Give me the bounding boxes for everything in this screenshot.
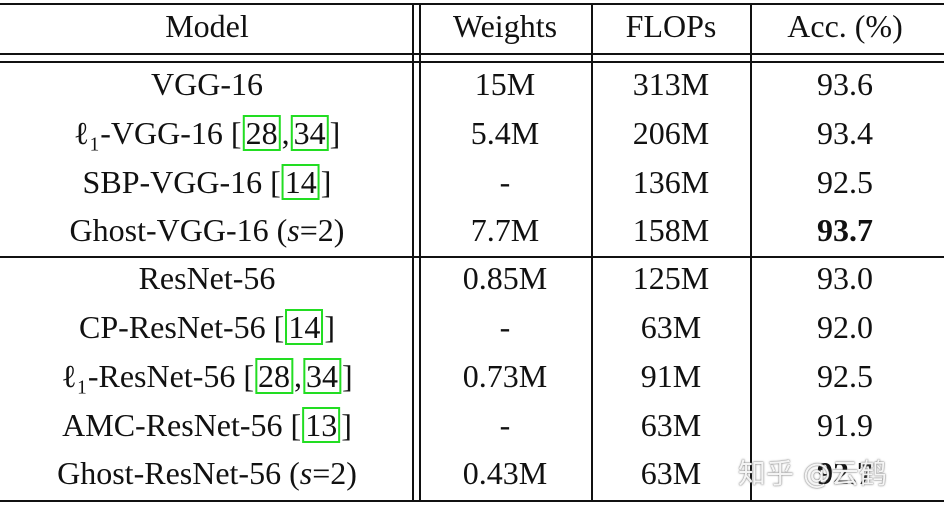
accuracy-cell: 92.0 — [817, 309, 873, 345]
citation-link[interactable]: 14 — [281, 164, 320, 200]
weights-cell: 15M — [474, 66, 536, 102]
model-cell: ResNet-56 — [139, 258, 276, 298]
model-suffix: ] — [341, 407, 352, 443]
model-cell: CP-ResNet-56 [14] — [79, 307, 335, 347]
header-model: Model — [165, 8, 249, 44]
weights-cell: - — [499, 309, 511, 345]
model-cell: VGG-16 — [151, 64, 263, 104]
model-cell: ℓ₁-ResNet-56 [28, 34] — [61, 356, 353, 396]
flops-cell: 125M — [632, 260, 710, 296]
model-cell: AMC-ResNet-56 [13] — [62, 405, 352, 445]
flops-cell: 63M — [640, 309, 702, 345]
header-accuracy: Acc. (%) — [787, 8, 903, 44]
model-cell: ℓ₁-VGG-16 [28, 34] — [74, 113, 340, 153]
accuracy-cell: 92.5 — [817, 164, 873, 200]
weights-column-divider — [591, 3, 593, 502]
model-cell: Ghost-VGG-16 (s=2) — [70, 210, 345, 250]
model-suffix: ] — [320, 164, 332, 200]
model-suffix: ] — [342, 358, 353, 394]
weights-cell: 0.43M — [462, 455, 548, 491]
citation-link[interactable]: 34 — [290, 115, 329, 151]
model-name: VGG-16 — [151, 66, 263, 102]
citation-link[interactable]: 28 — [242, 115, 281, 151]
model-param: s — [299, 455, 313, 491]
accuracy-cell: 93.6 — [817, 66, 873, 102]
citation-separator: , — [281, 115, 290, 151]
citation-separator: , — [294, 358, 302, 394]
accuracy-cell: 91.9 — [817, 407, 873, 443]
weights-cell: - — [499, 164, 511, 200]
model-name: ℓ₁-ResNet-56 [ — [61, 358, 254, 394]
flops-cell: 63M — [640, 455, 702, 491]
accuracy-cell: 93.4 — [817, 115, 873, 151]
model-name: CP-ResNet-56 [ — [79, 309, 285, 345]
flops-cell: 91M — [640, 358, 702, 394]
flops-cell: 158M — [632, 212, 710, 248]
header-rule-2 — [0, 61, 944, 63]
watermark: 知乎 @云鹤 — [738, 457, 887, 490]
accuracy-cell: 92.5 — [817, 358, 873, 394]
bottom-rule — [0, 500, 944, 502]
weights-cell: 0.85M — [462, 260, 548, 296]
accuracy-cell: 93.0 — [817, 260, 873, 296]
model-name: AMC-ResNet-56 [ — [62, 407, 302, 443]
flops-cell: 206M — [632, 115, 710, 151]
weights-cell: 5.4M — [470, 115, 540, 151]
model-suffix: =2) — [299, 212, 345, 248]
model-suffix: ] — [324, 309, 335, 345]
citation-link[interactable]: 34 — [303, 358, 341, 394]
model-param: s — [287, 212, 300, 248]
flops-cell: 63M — [640, 407, 702, 443]
flops-cell: 136M — [632, 164, 710, 200]
model-name: ResNet-56 — [138, 260, 276, 296]
weights-cell: - — [499, 407, 511, 443]
model-name: SBP-VGG-16 [ — [82, 164, 281, 200]
citation-link[interactable]: 14 — [285, 309, 324, 345]
header-rule-1 — [0, 53, 944, 55]
header-flops: FLOPs — [625, 8, 717, 44]
model-name: Ghost-ResNet-56 ( — [57, 455, 300, 491]
top-rule — [0, 3, 944, 5]
model-suffix: ] — [329, 115, 341, 151]
weights-cell: 7.7M — [470, 212, 540, 248]
model-cell: Ghost-ResNet-56 (s=2) — [57, 453, 357, 493]
citation-link[interactable]: 13 — [302, 407, 341, 443]
flops-column-divider — [750, 3, 752, 502]
accuracy-cell: 92.7 — [817, 455, 873, 491]
group-divider — [0, 256, 944, 258]
header-weights: Weights — [452, 8, 558, 44]
model-suffix: =2) — [312, 455, 357, 491]
weights-cell: 0.73M — [462, 358, 548, 394]
model-name: ℓ₁-VGG-16 [ — [73, 115, 242, 151]
model-column-divider-right — [419, 3, 421, 502]
model-name: Ghost-VGG-16 ( — [69, 212, 288, 248]
citation-link[interactable]: 28 — [255, 358, 293, 394]
model-cell: SBP-VGG-16 [14] — [82, 162, 332, 202]
model-column-divider-left — [412, 3, 414, 502]
accuracy-cell: 93.7 — [817, 212, 873, 248]
flops-cell: 313M — [632, 66, 710, 102]
